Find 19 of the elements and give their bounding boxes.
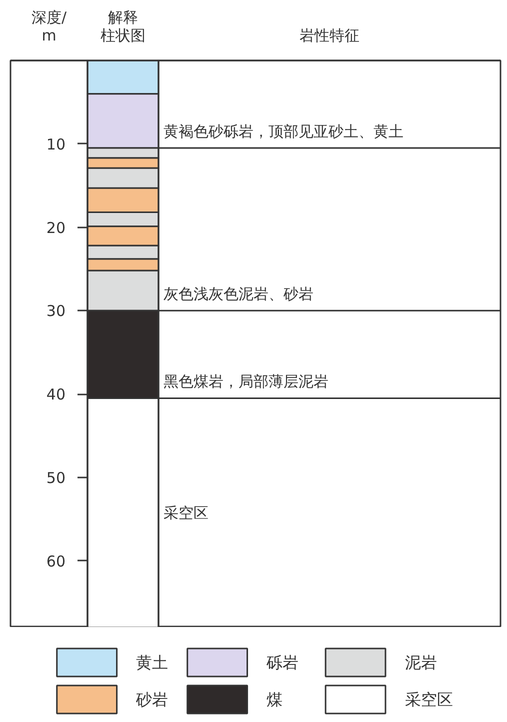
y-tick-label: 40 — [46, 386, 66, 404]
y-tick-label: 20 — [46, 218, 66, 237]
y-tick-label: 60 — [46, 552, 66, 570]
legend-label: 黄土 — [136, 653, 168, 672]
legend-label: 煤 — [266, 690, 283, 709]
ref-line-label: 灰色浅灰色泥岩、砂岩 — [164, 285, 314, 304]
text: 岩性特征 — [300, 26, 360, 44]
legend-label: 砂岩 — [135, 690, 168, 709]
y-tick-label: 50 — [46, 468, 66, 487]
x-tick-label: 解释柱状图 — [100, 8, 146, 44]
legend-label: 砾岩 — [266, 653, 299, 672]
legend-label: 采空区 — [404, 690, 453, 709]
y-tick-label: 10 — [46, 135, 66, 154]
ref-line-label: 黑色煤岩，局部薄层泥岩 — [164, 372, 328, 391]
text: 采空区 — [164, 504, 208, 522]
y-axis-title: 深度/ m — [31, 8, 68, 44]
ref-line-label: 黄褐色砂砾岩，顶部见亚砂土、黄土 — [164, 122, 404, 141]
legend-label: 泥岩 — [404, 653, 437, 672]
y-tick-label: 30 — [46, 302, 66, 320]
